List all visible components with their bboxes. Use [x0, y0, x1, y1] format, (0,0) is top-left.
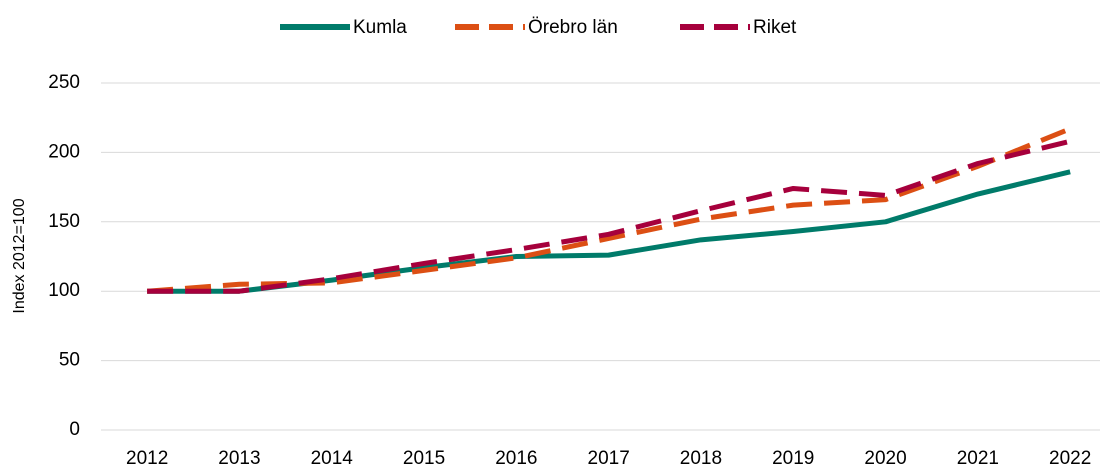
- y-tick-label: 200: [48, 141, 80, 162]
- x-tick-label: 2014: [311, 448, 354, 468]
- x-tick-label: 2018: [680, 448, 722, 468]
- x-tick-label: 2020: [864, 448, 906, 468]
- y-tick-label: 250: [48, 72, 80, 93]
- series-line: [147, 169, 1071, 294]
- y-tick-label: 50: [59, 350, 80, 371]
- series-line: [147, 138, 1071, 294]
- y-tick-label: 0: [69, 419, 80, 440]
- legend-label: Riket: [753, 17, 797, 38]
- legend-label: Örebro län: [528, 17, 618, 38]
- x-tick-label: 2016: [495, 448, 537, 468]
- x-tick-label: 2015: [403, 448, 445, 468]
- legend-label: Kumla: [353, 17, 407, 38]
- y-tick-label: 150: [48, 211, 80, 232]
- y-tick-label: 100: [48, 280, 80, 301]
- x-tick-label: 2019: [772, 448, 814, 468]
- y-axis-label: Index 2012=100: [11, 198, 28, 313]
- x-tick-label: 2022: [1049, 448, 1091, 468]
- x-tick-label: 2013: [218, 448, 260, 468]
- x-tick-label: 2021: [957, 448, 999, 468]
- x-tick-label: 2012: [126, 448, 168, 468]
- x-tick-label: 2017: [588, 448, 630, 468]
